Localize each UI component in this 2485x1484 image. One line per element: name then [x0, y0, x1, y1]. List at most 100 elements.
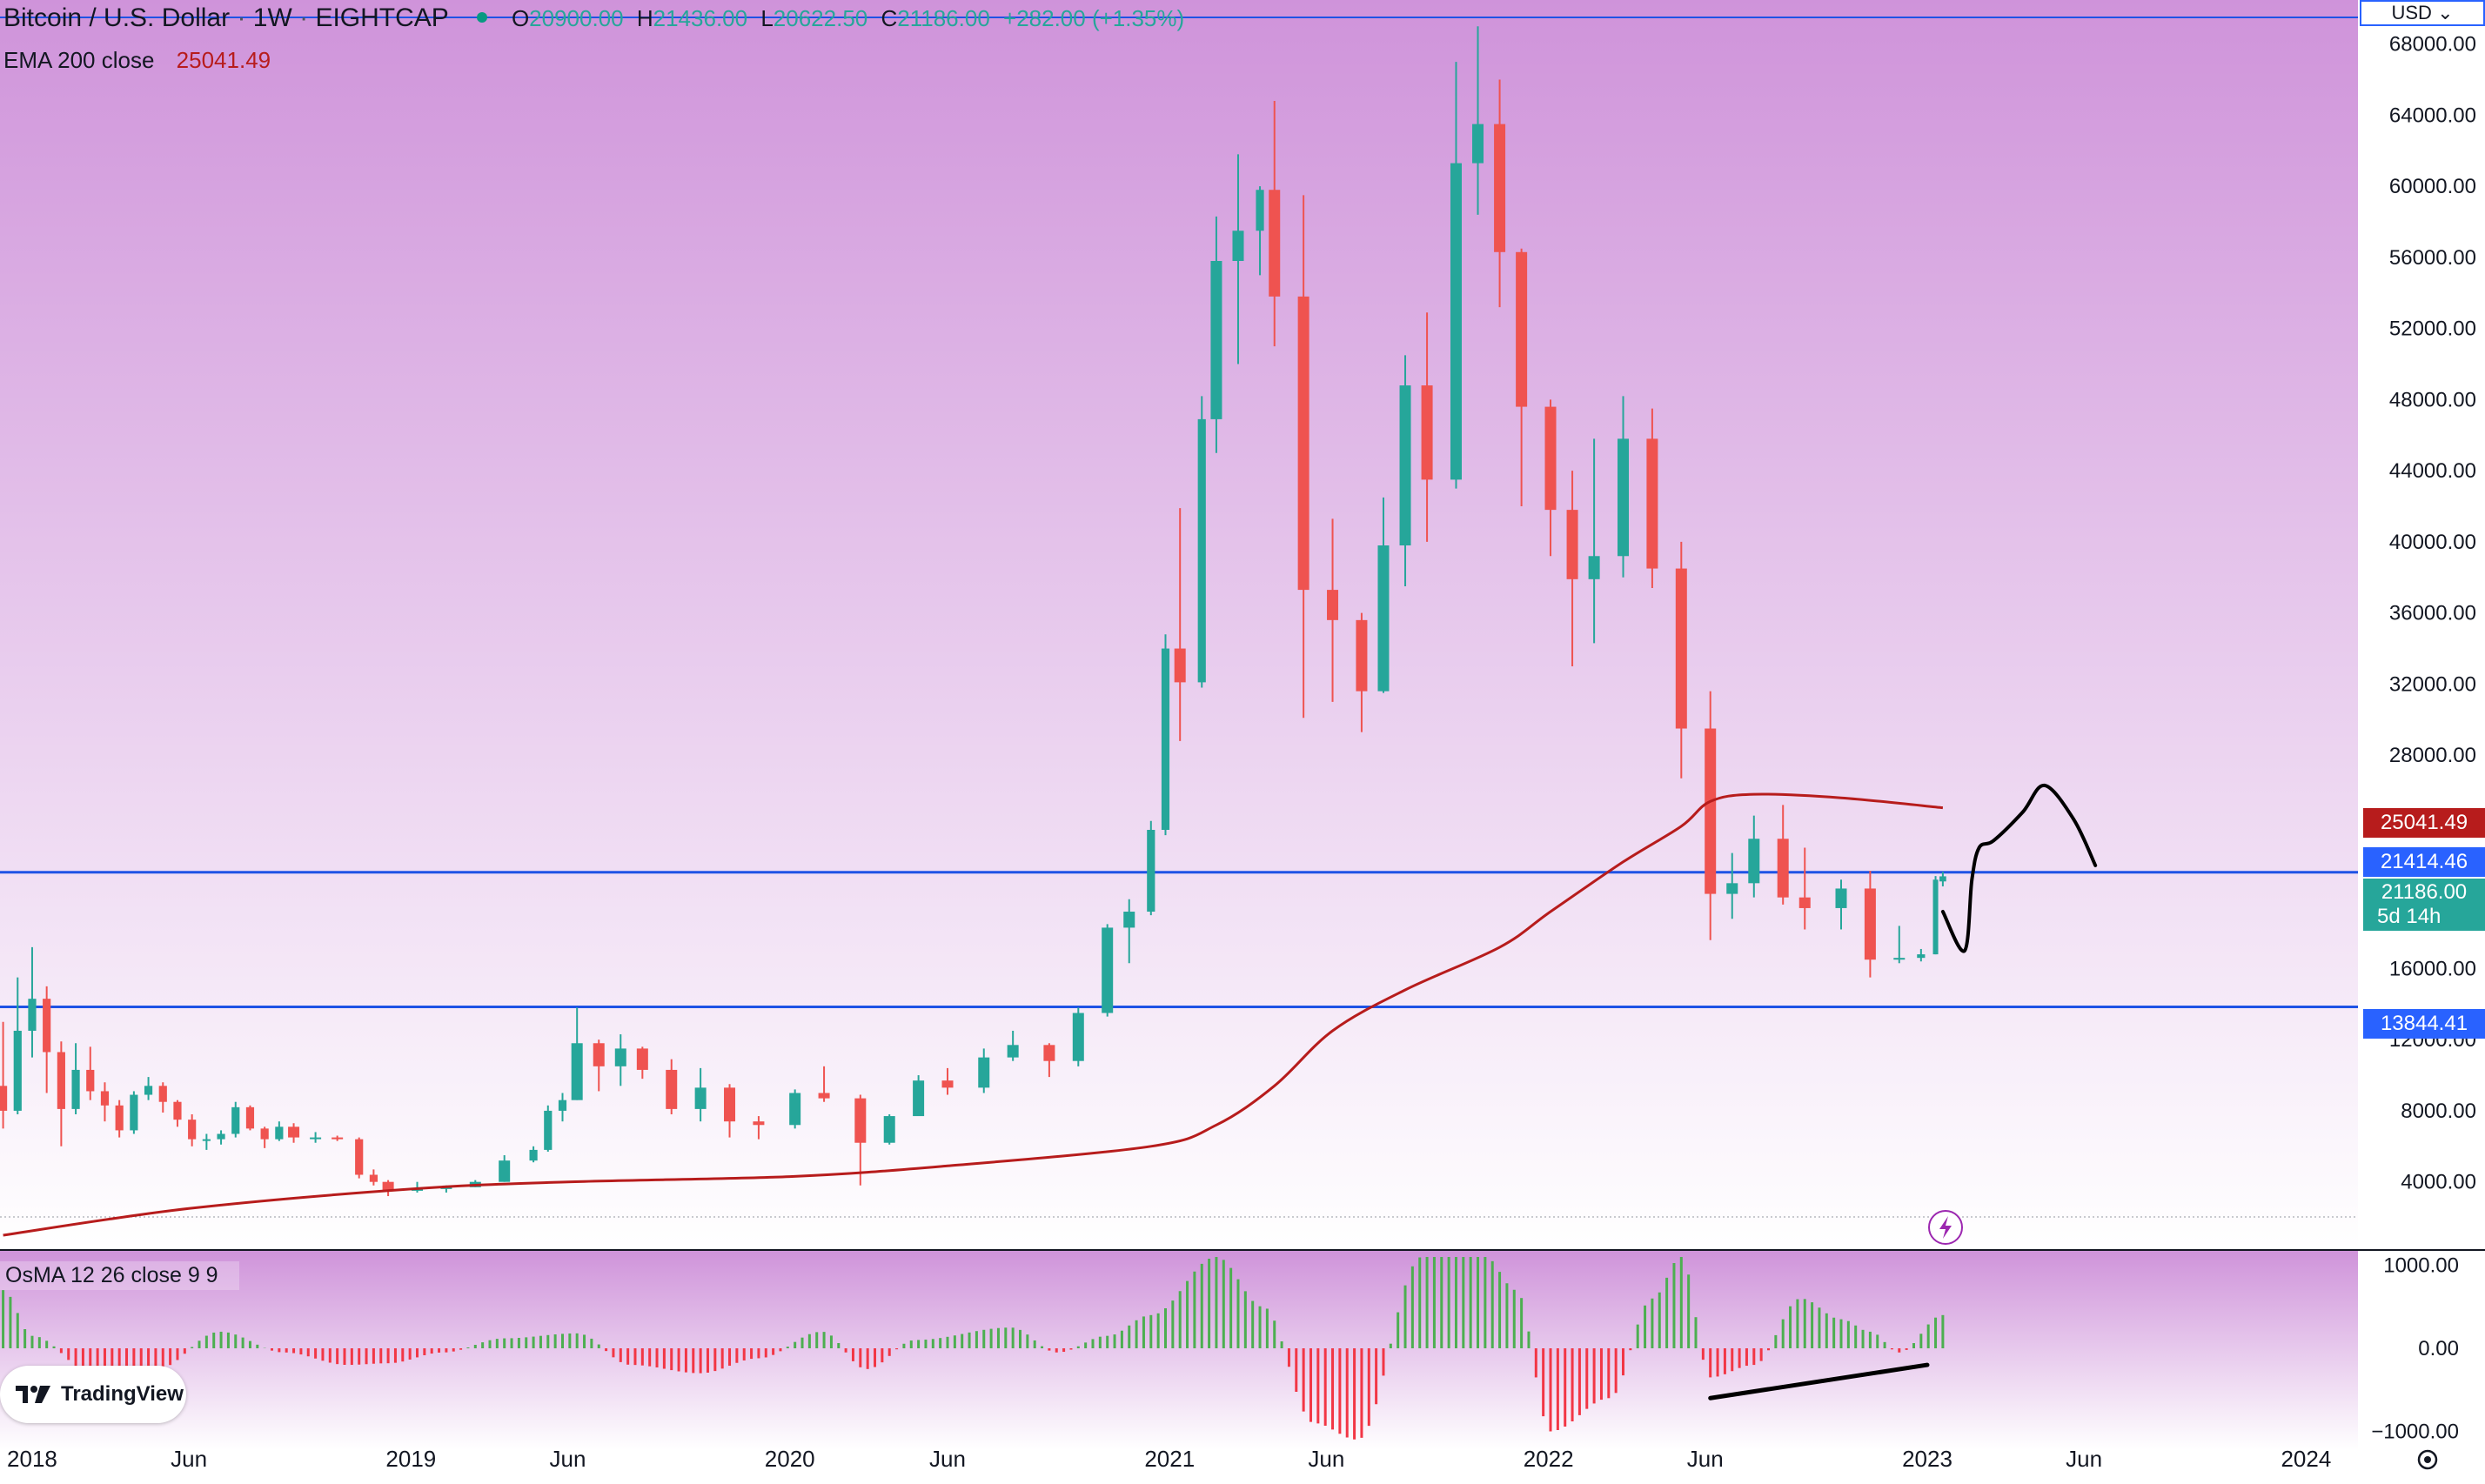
chevron-down-icon: ⌄	[2437, 2, 2454, 23]
candle-body	[144, 1086, 153, 1095]
osma-tick-label: 0.00	[2418, 1337, 2459, 1360]
candle-body	[883, 1116, 895, 1143]
candle-body	[288, 1126, 300, 1138]
currency-selector[interactable]: USD ⌄	[2360, 0, 2485, 26]
high-value: 21436.00	[653, 5, 748, 31]
price-tick-label: 60000.00	[2389, 175, 2476, 198]
candle-body	[1675, 568, 1687, 729]
projection-drawing	[1940, 783, 2098, 953]
candle-body	[173, 1101, 182, 1120]
high-label: H	[636, 5, 653, 31]
candle-body	[544, 1110, 553, 1150]
time-tick-label: Jun	[1308, 1446, 1344, 1472]
interval: 1W	[252, 3, 292, 32]
bar-countdown: 5d 14h	[2377, 905, 2441, 928]
osma-tick-label: 1000.00	[2383, 1254, 2459, 1278]
candle-body	[941, 1080, 954, 1088]
candle-body	[1798, 897, 1811, 908]
low-label: L	[760, 5, 774, 31]
ema-legend[interactable]: EMA 200 close 25041.49	[3, 47, 271, 74]
symbol-title: Bitcoin / U.S. Dollar	[3, 3, 231, 32]
time-tick-label: 2021	[1144, 1446, 1195, 1472]
main-pane-background	[0, 0, 2358, 1250]
candle-body	[1327, 590, 1339, 620]
price-tick-label: 36000.00	[2389, 602, 2476, 625]
candle-body	[978, 1057, 990, 1088]
candle-body	[28, 999, 37, 1031]
candle-body	[231, 1106, 240, 1134]
osma-legend-label: OsMA 12 26 close 9 9	[5, 1263, 218, 1287]
candle-body	[529, 1149, 538, 1161]
candle-body	[188, 1120, 197, 1140]
candle-body	[100, 1091, 110, 1106]
candle-body	[1377, 545, 1390, 692]
candle-body	[1007, 1045, 1019, 1058]
exchange: EIGHTCAP	[315, 3, 449, 32]
candle-body	[43, 999, 51, 1053]
osma-trendline	[1708, 1362, 1930, 1400]
candle-body	[1356, 619, 1368, 692]
candle-body	[1147, 830, 1155, 912]
candle-body	[260, 1128, 269, 1140]
tradingview-logo[interactable]: TradingView	[0, 1366, 186, 1423]
candle-body	[1544, 406, 1557, 511]
price-tick-label: 52000.00	[2389, 318, 2476, 341]
time-axis: 2018 Jun 2019 Jun 2020 Jun 2021 Jun 2022 Jun 2023 J…	[7, 1446, 2331, 1472]
candle-body	[1102, 927, 1114, 1013]
candle-body	[724, 1087, 736, 1122]
price-tick-label: 28000.00	[2389, 744, 2476, 767]
candle-body	[1566, 510, 1578, 579]
candle-body	[499, 1160, 511, 1182]
candle-body	[694, 1087, 707, 1109]
price-tick-label: 56000.00	[2389, 246, 2476, 270]
time-tick-label: 2019	[385, 1446, 436, 1472]
time-tick-label: 2024	[2281, 1446, 2331, 1472]
candle-body	[1421, 385, 1433, 480]
candle-body	[1256, 190, 1264, 231]
candle-body	[1939, 876, 1946, 882]
candle-body	[217, 1133, 225, 1140]
symbol-legend[interactable]: Bitcoin / U.S. Dollar · 1W · EIGHTCAP O2…	[3, 3, 1185, 32]
candle-body	[1705, 728, 1717, 894]
candle-body	[789, 1093, 801, 1126]
candle-body	[1646, 438, 1658, 569]
open-value: 20900.00	[529, 5, 624, 31]
price-tick-label: 68000.00	[2389, 33, 2476, 57]
price-axis: 4000.008000.0012000.0016000.0028000.0032…	[2389, 33, 2476, 1194]
ema-200-line	[3, 792, 1944, 1237]
price-tick-label: 32000.00	[2389, 672, 2476, 696]
price-tick-label: 48000.00	[2389, 388, 2476, 411]
alert-icon[interactable]	[1928, 1210, 1963, 1245]
osma-tick-label: −1000.00	[2371, 1420, 2459, 1443]
osma-legend[interactable]: OsMA 12 26 close 9 9	[0, 1261, 239, 1290]
tradingview-wordmark: TradingView	[61, 1382, 184, 1406]
settings-gear-icon[interactable]	[2417, 1449, 2438, 1470]
low-value: 20622.50	[773, 5, 868, 31]
time-tick-label: Jun	[171, 1446, 207, 1472]
candle-body	[1588, 556, 1600, 579]
candle-body	[86, 1069, 95, 1092]
candle-body	[382, 1181, 394, 1191]
candle-body	[1174, 648, 1186, 683]
candle-body	[1399, 385, 1411, 546]
candle-body	[245, 1106, 255, 1129]
candle-body	[13, 1030, 22, 1111]
price-tick-label: 4000.00	[2401, 1171, 2476, 1194]
candle-body	[593, 1043, 605, 1066]
candle-body	[71, 1069, 80, 1109]
candle-body	[1269, 190, 1281, 297]
osma-pane-background	[0, 1250, 2358, 1450]
candle-body	[310, 1137, 322, 1140]
osma-axis: −1000.00 0.00 1000.00	[2371, 1254, 2459, 1444]
time-tick-label: 2023	[1902, 1446, 1952, 1472]
candle-body	[1494, 124, 1506, 252]
close-value: 21186.00	[897, 5, 990, 31]
candle-body	[1864, 888, 1876, 960]
candle-body	[1043, 1045, 1055, 1061]
candle-body	[275, 1126, 284, 1140]
time-tick-label: Jun	[929, 1446, 966, 1472]
candle-body	[636, 1048, 648, 1070]
candle-body	[332, 1137, 344, 1140]
